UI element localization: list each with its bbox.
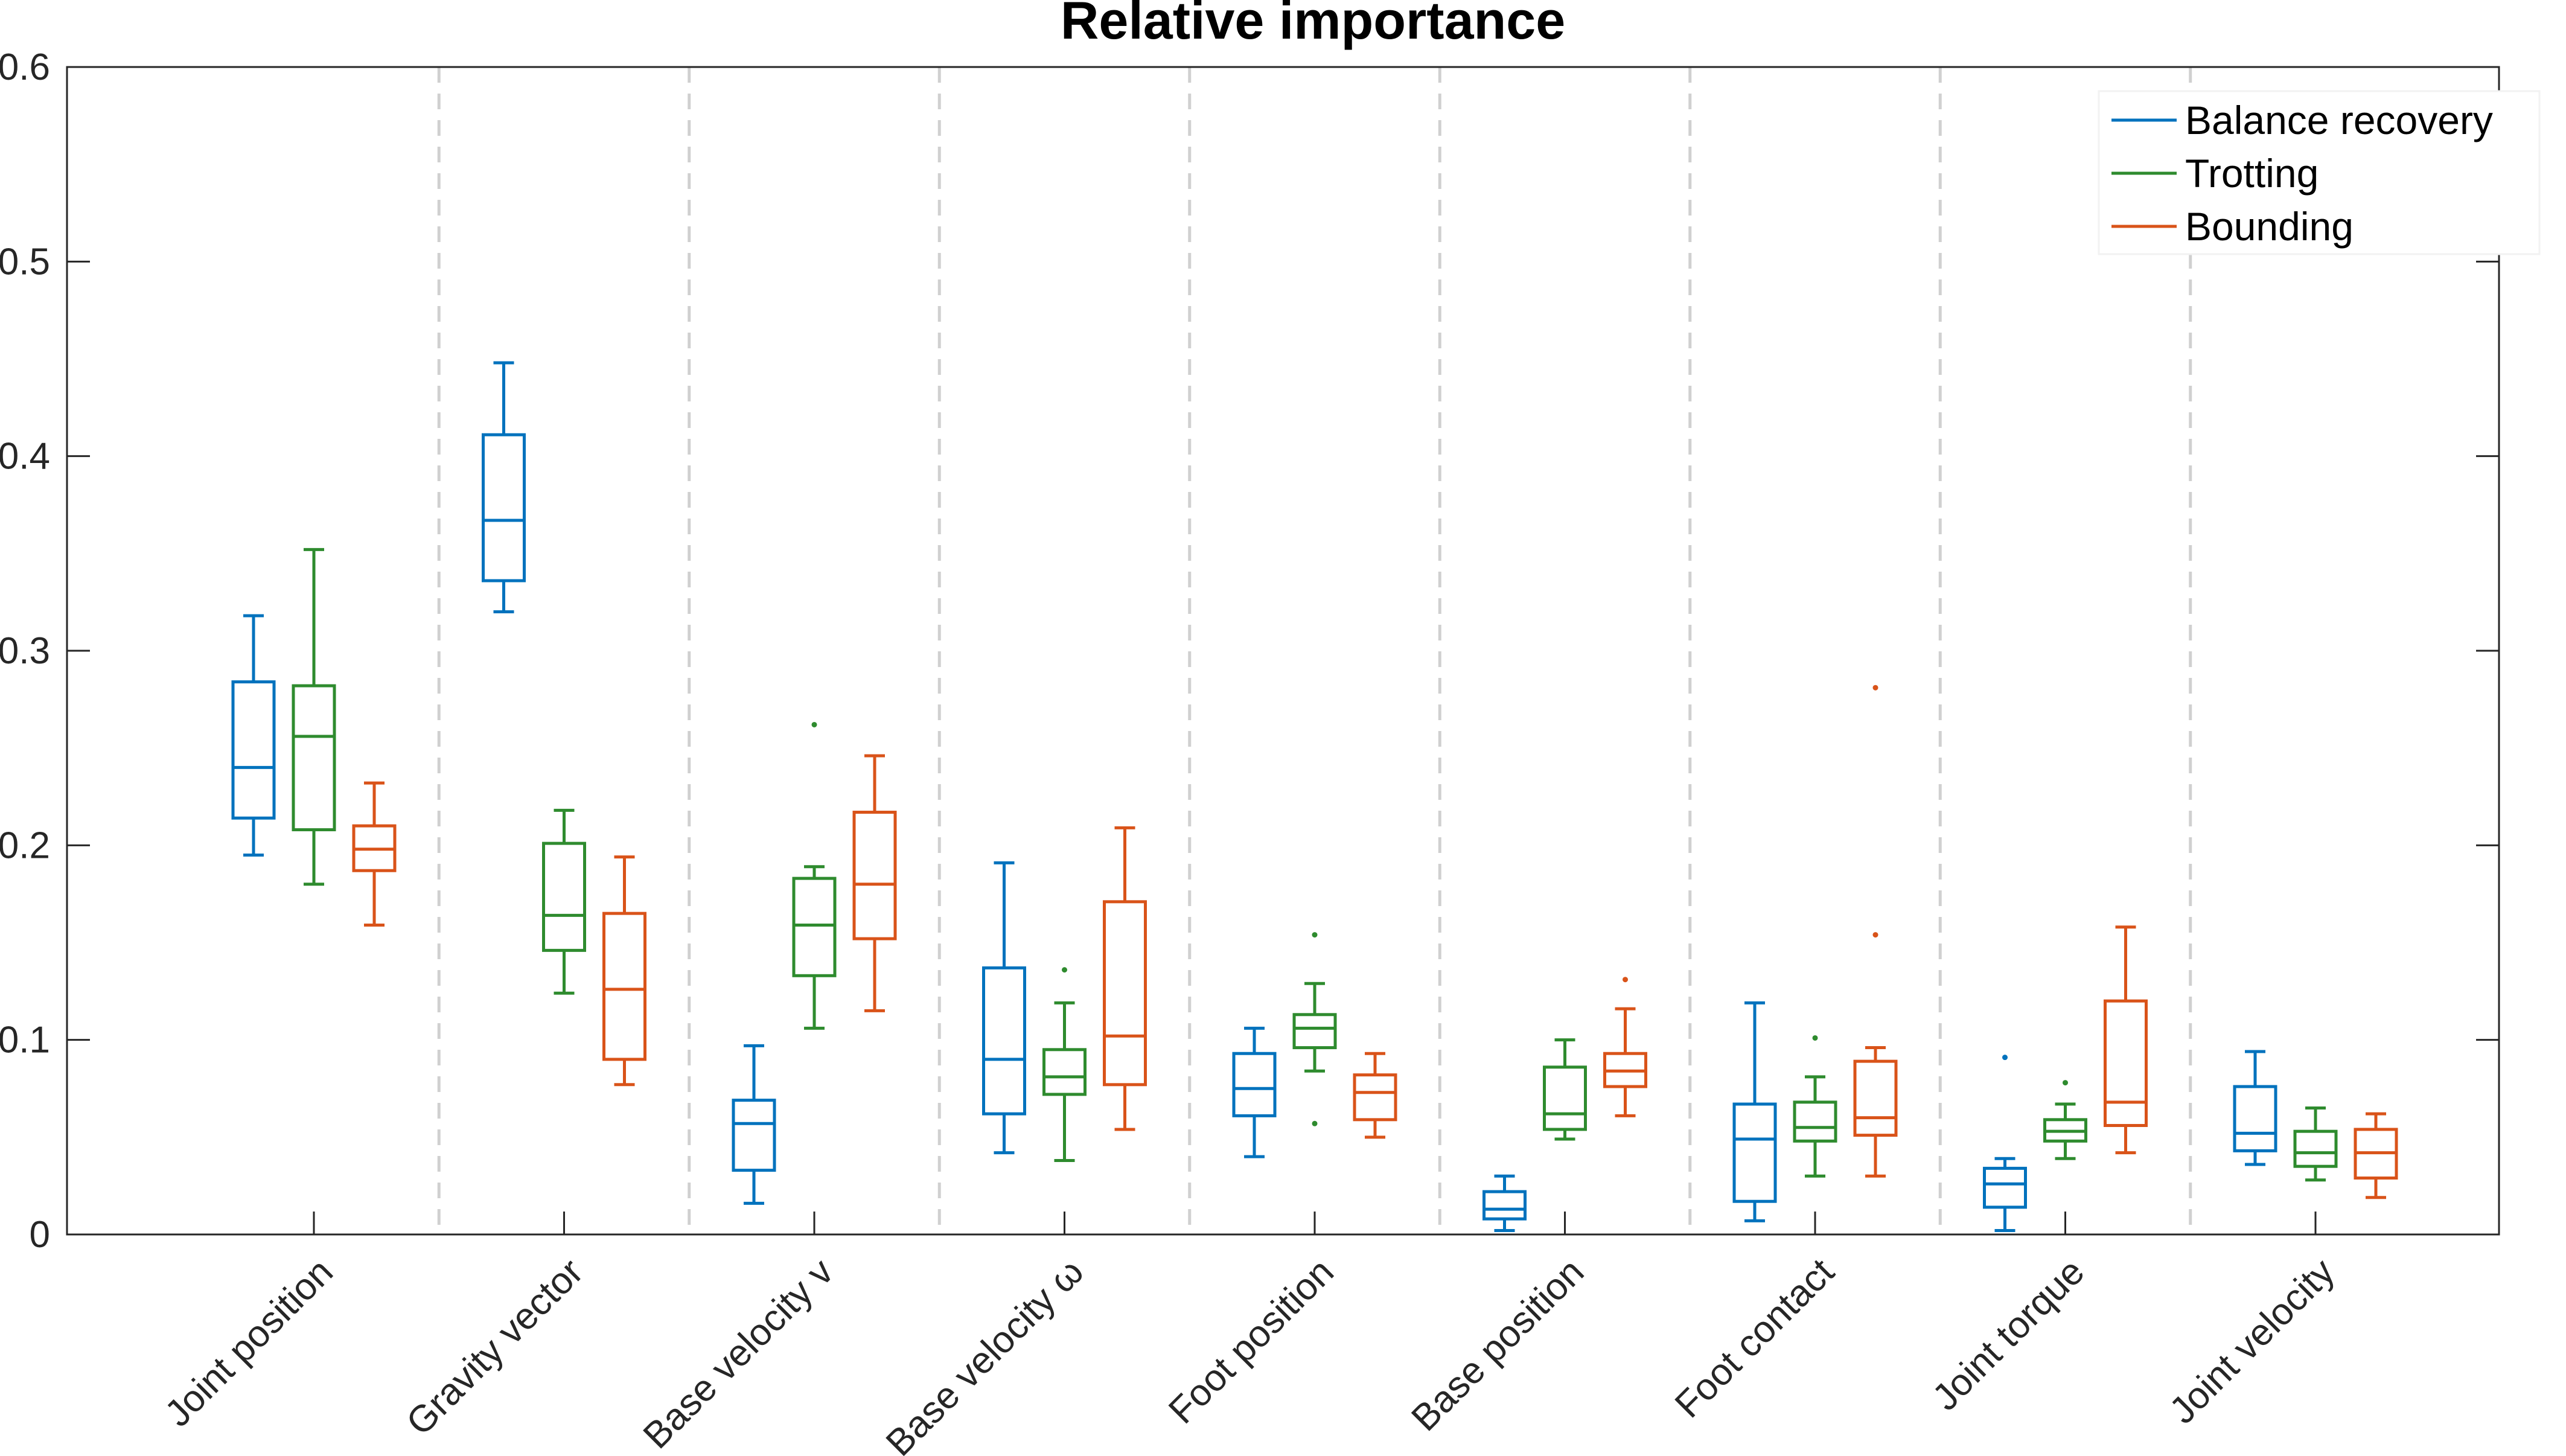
box (1292, 1013, 1337, 1050)
box (1042, 1048, 1087, 1096)
x-tick-label: Gravity vector (398, 1251, 591, 1443)
x-tick-label: Foot position (1161, 1251, 1342, 1432)
box (982, 966, 1026, 1116)
box (1482, 1190, 1527, 1221)
box-plot (2354, 1112, 2398, 1199)
box (1103, 900, 1147, 1087)
outlier-point (1312, 1120, 1318, 1126)
box (1232, 1052, 1277, 1117)
y-tick-label: 0 (30, 1214, 50, 1256)
x-tick-label: Foot contact (1667, 1251, 1842, 1426)
box (1353, 1073, 1397, 1122)
outlier-point (1062, 967, 1067, 973)
box (2104, 999, 2148, 1127)
legend: Balance recovery Trotting Bounding (2098, 90, 2541, 255)
outlier-point (811, 721, 817, 727)
box-plot (542, 808, 586, 995)
outlier-point (2063, 1080, 2068, 1086)
y-axis: 0 0.1 0.2 0.3 0.4 0.5 0.6 (0, 46, 2499, 1256)
box-plot (852, 754, 897, 1012)
box-plot (2293, 1106, 2338, 1182)
box-plot (1603, 977, 1647, 1117)
legend-label: Balance recovery (2185, 98, 2493, 142)
box (1543, 1065, 1587, 1131)
box (1853, 1059, 1898, 1137)
box (852, 811, 897, 940)
box-plot (602, 855, 646, 1087)
box (542, 841, 586, 952)
box-plot (1103, 826, 1147, 1131)
box (792, 876, 837, 977)
box-plot (1482, 1174, 1527, 1233)
box-plot (352, 781, 397, 927)
box-plot (2043, 1080, 2087, 1160)
x-tick-label: Joint velocity (2162, 1251, 2343, 1432)
box (602, 912, 646, 1061)
box (2293, 1129, 2338, 1168)
box-plot (1983, 1055, 2027, 1233)
box-plot (1543, 1038, 1587, 1141)
box (2233, 1085, 2277, 1152)
box (231, 680, 276, 820)
category-separators (437, 67, 2192, 1234)
y-tick-label: 0.6 (0, 46, 50, 88)
y-tick-label: 0.4 (0, 436, 50, 477)
box-plot (1793, 1035, 1837, 1178)
outlier-point (1812, 1035, 1818, 1041)
box-plot (1042, 967, 1087, 1163)
box-plot (1353, 1052, 1397, 1139)
box-plot (231, 614, 276, 857)
outlier-point (1312, 932, 1318, 938)
legend-label: Bounding (2185, 204, 2354, 249)
box (1983, 1166, 2027, 1209)
x-tick-label: Base velocity v (636, 1251, 841, 1456)
y-tick-label: 0.2 (0, 825, 50, 866)
box (482, 433, 526, 583)
box-plot (732, 1044, 776, 1205)
x-axis: Joint position Gravity vector Base velocit… (157, 1212, 2343, 1456)
box-plot (482, 361, 526, 614)
x-tick-label: Base velocity ω (878, 1251, 1091, 1456)
box-plot (792, 721, 837, 1030)
chart-title: Relative importance (1061, 0, 1565, 50)
box-plot (1232, 1026, 1277, 1158)
outlier-point (1872, 685, 1878, 691)
box-plot (982, 861, 1026, 1155)
y-tick-label: 0.1 (0, 1020, 50, 1061)
y-tick-label: 0.3 (0, 630, 50, 672)
box (1793, 1100, 1837, 1143)
box-plot (1292, 932, 1337, 1126)
box-plot (1853, 685, 1898, 1178)
box (732, 1099, 776, 1172)
box-plot (2104, 925, 2148, 1155)
box (1732, 1102, 1777, 1203)
outlier-point (1872, 932, 1878, 938)
box-plot (2233, 1050, 2277, 1166)
box-plot (292, 548, 336, 886)
x-tick-label: Joint torque (1925, 1251, 2093, 1419)
x-tick-label: Joint position (157, 1251, 341, 1435)
box-plot (1732, 1001, 1777, 1222)
outlier-point (2002, 1055, 2008, 1061)
x-tick-label: Base position (1403, 1251, 1592, 1439)
legend-label: Trotting (2185, 151, 2319, 196)
box (292, 684, 336, 832)
outlier-point (1623, 977, 1628, 983)
box-plots (231, 361, 2398, 1233)
y-tick-label: 0.5 (0, 241, 50, 283)
